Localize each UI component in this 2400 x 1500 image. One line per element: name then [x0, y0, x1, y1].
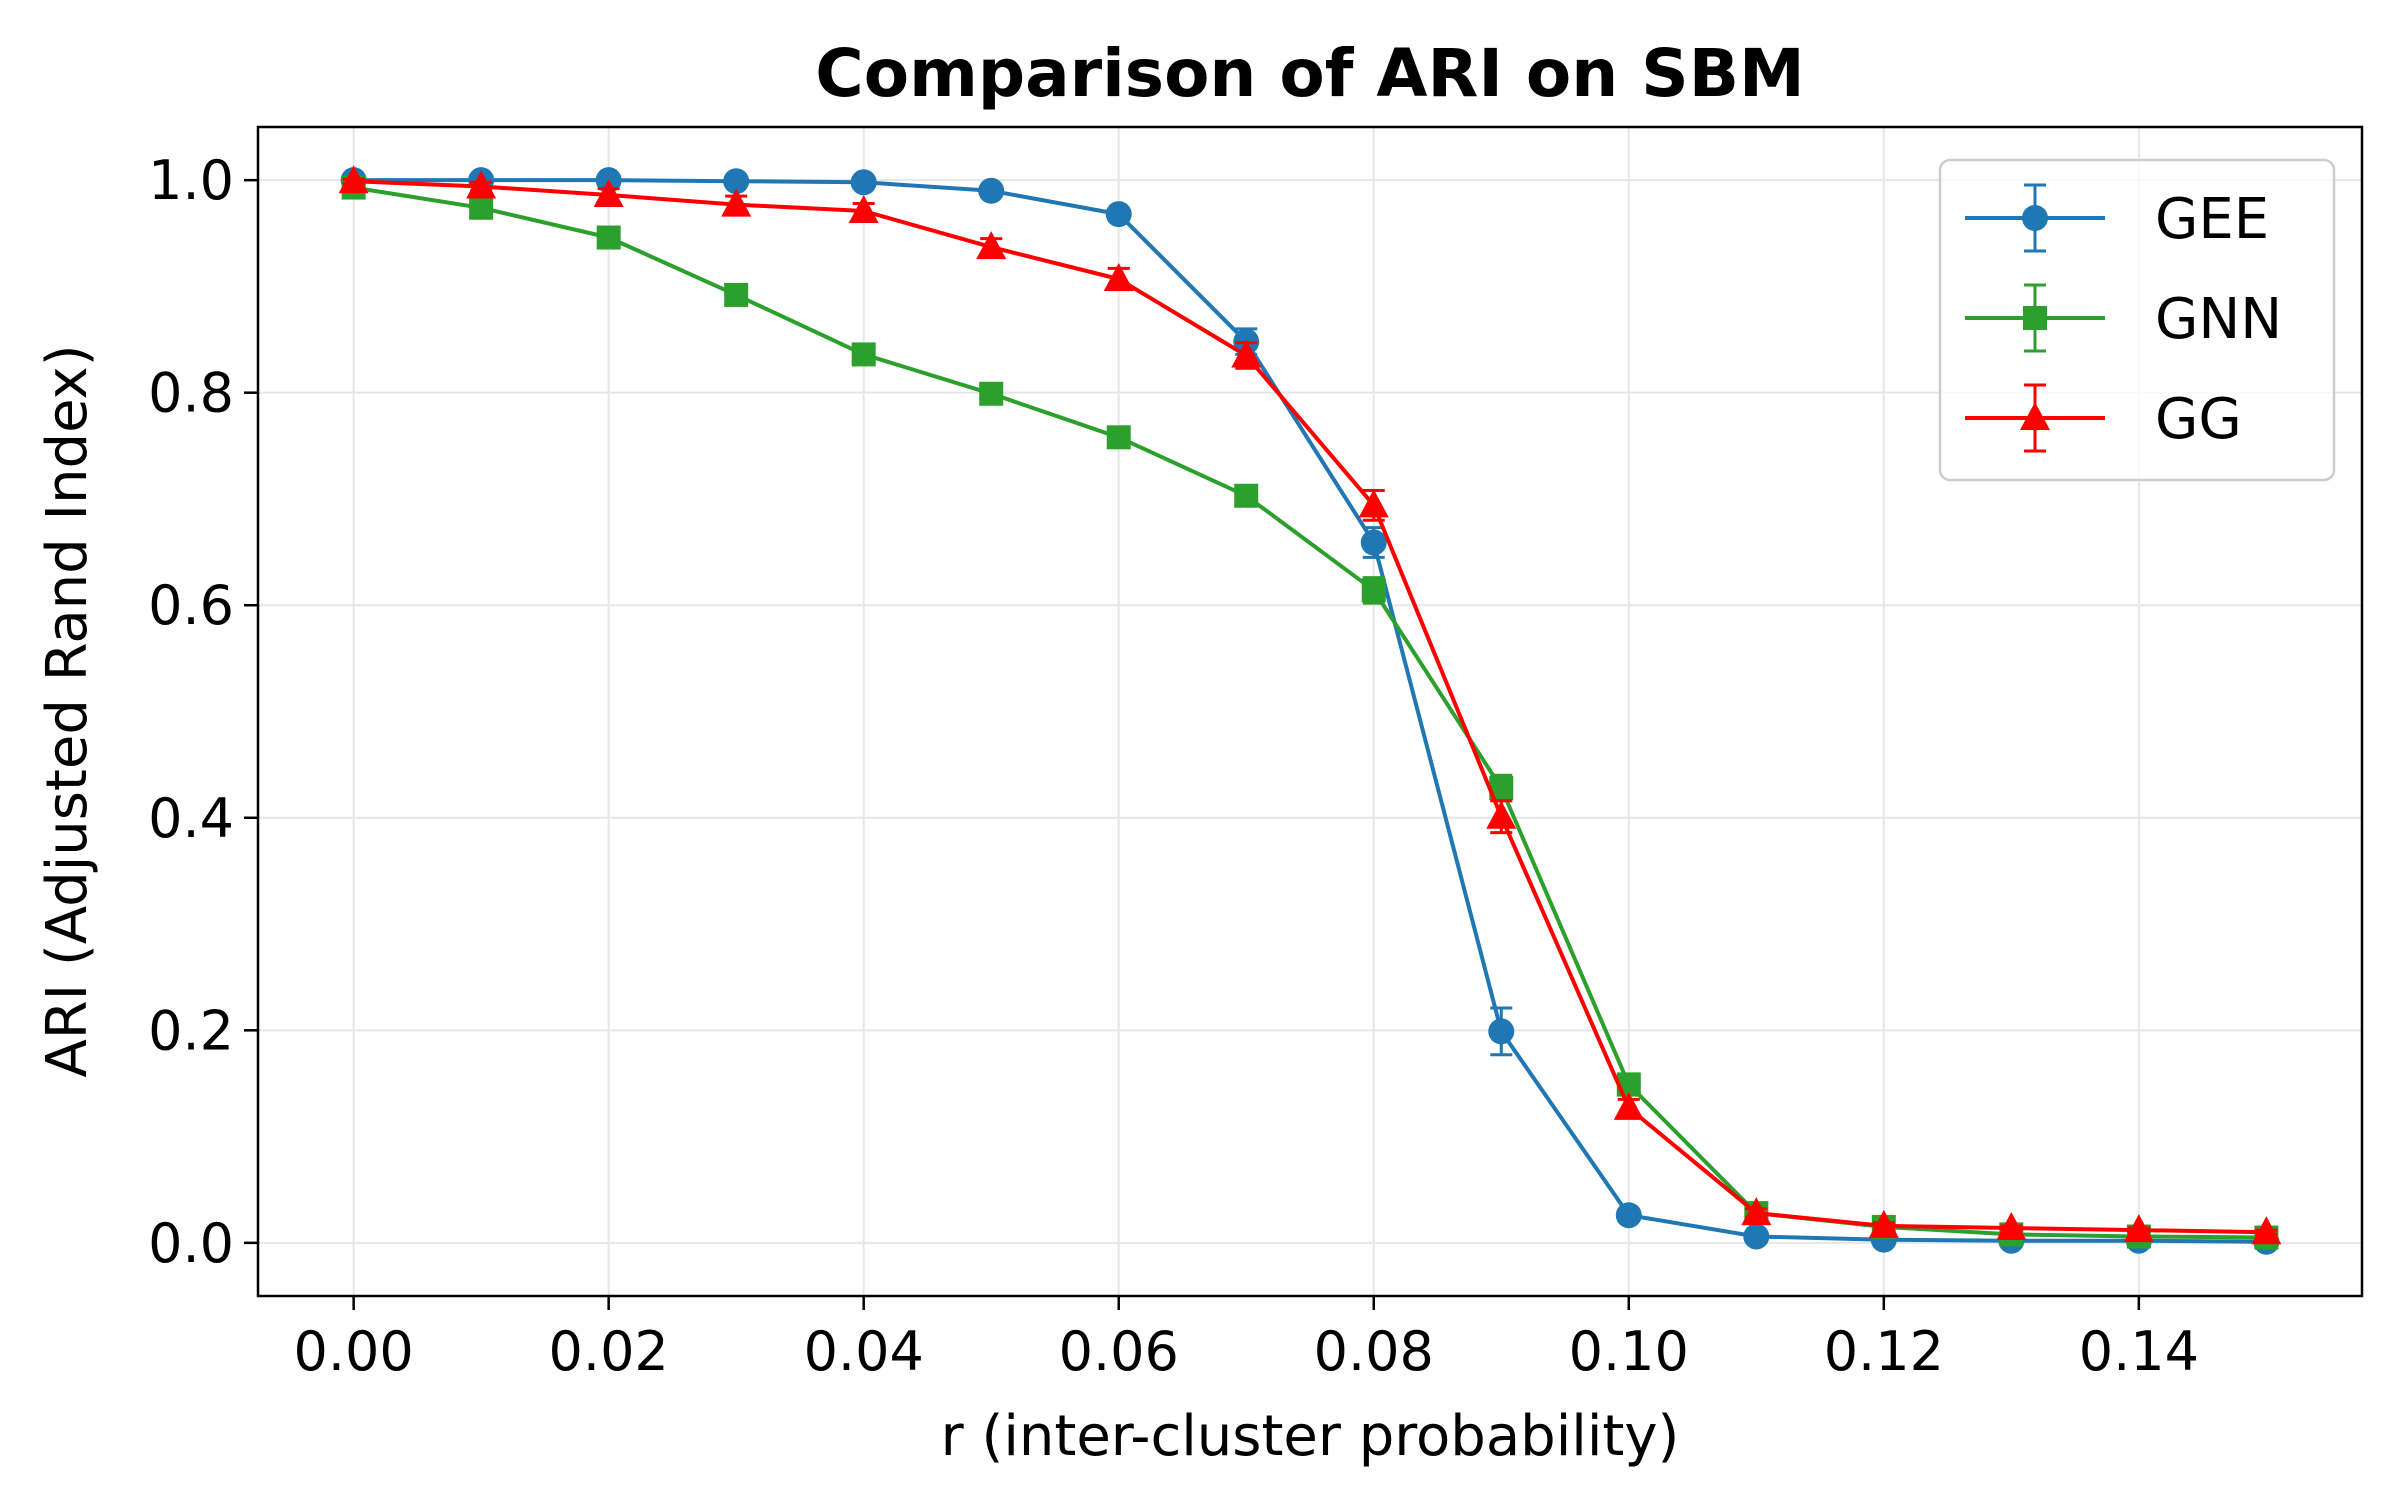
legend-marker [2023, 306, 2047, 330]
legend-box [1938, 158, 2336, 482]
data-point [1741, 1197, 1772, 1226]
data-point [1615, 1202, 1642, 1229]
x-tick-label: 0.02 [549, 1320, 669, 1383]
data-point [593, 179, 624, 208]
data-point [976, 231, 1007, 260]
data-point [596, 225, 621, 250]
series-gg [338, 165, 2282, 1245]
data-point [466, 170, 497, 199]
x-tick-label: 0.04 [804, 1320, 924, 1383]
data-point [1361, 578, 1386, 603]
data-point [1868, 1209, 1899, 1238]
data-point [1106, 425, 1131, 450]
y-tick-label: 1.0 [148, 149, 234, 212]
data-point [469, 195, 494, 220]
data-point [1360, 529, 1387, 556]
y-tick-label: 0.8 [148, 362, 234, 425]
x-axis-label: r (inter-cluster probability) [941, 1404, 1680, 1469]
data-point [721, 188, 752, 217]
data-point [2251, 1216, 2282, 1245]
data-point [1613, 1091, 1644, 1120]
x-tick-label: 0.10 [1569, 1320, 1689, 1383]
data-point [850, 169, 877, 196]
data-point [2123, 1214, 2154, 1243]
y-axis-label: ARI (Adjusted Rand Index) [35, 344, 100, 1077]
legend-label: GNN [2155, 287, 2282, 352]
series-line [353, 178, 2267, 1244]
plot-frame [256, 125, 2364, 1298]
legend-item-gee: GEE [1965, 183, 2269, 253]
legend-label: GG [2155, 387, 2242, 452]
data-point [1743, 1223, 1770, 1250]
data-point [724, 282, 749, 307]
chart-title: Comparison of ARI on SBM [815, 35, 1804, 112]
data-point [851, 342, 876, 367]
data-point [723, 168, 750, 195]
y-tick-label: 0.6 [148, 574, 234, 637]
ticks: 0.00 0.02 0.04 0.06 0.08 0.10 0.12 0.14 0.0 0.2 0.… [148, 149, 2199, 1383]
legend-label: GEE [2155, 187, 2269, 252]
data-point [1488, 1018, 1515, 1045]
data-point [1486, 800, 1517, 829]
data-point [848, 194, 879, 223]
y-tick-label: 0.2 [148, 999, 234, 1062]
x-tick-label: 0.12 [1824, 1320, 1944, 1383]
x-tick-label: 0.08 [1314, 1320, 1434, 1383]
series-line [353, 179, 2267, 1235]
series-layer [338, 165, 2282, 1255]
legend-marker [2022, 205, 2048, 231]
legend-item-gg: GG [1965, 383, 2242, 453]
legend-marker [2020, 402, 2050, 430]
legend-item-gnn: GNN [1965, 283, 2282, 353]
data-point [1996, 1211, 2027, 1240]
y-tick-label: 0.0 [148, 1212, 234, 1275]
x-tick-label: 0.14 [2079, 1320, 2199, 1383]
data-point [1234, 483, 1259, 508]
data-point [338, 165, 369, 194]
legend: GEE GNN GG [1938, 158, 2336, 482]
data-point [1358, 489, 1389, 518]
data-point [1231, 339, 1262, 368]
data-point [978, 177, 1005, 204]
data-point [979, 381, 1004, 406]
x-tick-label: 0.06 [1059, 1320, 1179, 1383]
series-line [353, 185, 2267, 1240]
data-point [1103, 262, 1134, 291]
y-tick-label: 0.4 [148, 787, 234, 850]
x-tick-label: 0.00 [294, 1320, 414, 1383]
data-point [1105, 201, 1132, 228]
